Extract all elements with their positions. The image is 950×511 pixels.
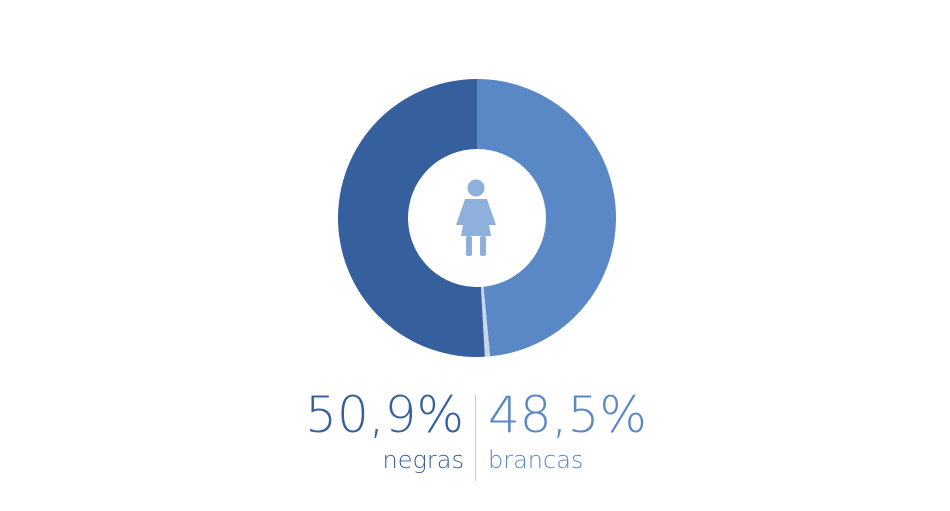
stat-divider — [475, 395, 476, 481]
woman-icon — [456, 179, 496, 256]
brancas-value: 48,5% — [488, 386, 647, 444]
negras-value: 50,9% — [305, 386, 464, 444]
donut-slice-brancas — [477, 79, 617, 357]
donut-slice-negras — [338, 79, 485, 357]
donut-slices — [338, 79, 617, 357]
negras-label: negras — [382, 446, 464, 474]
brancas-stat: 48,5% brancas — [488, 385, 647, 475]
donut-chart — [338, 79, 617, 357]
brancas-label: brancas — [488, 446, 584, 474]
negras-stat: 50,9% negras — [305, 385, 464, 475]
donut-slice-other — [480, 286, 491, 357]
